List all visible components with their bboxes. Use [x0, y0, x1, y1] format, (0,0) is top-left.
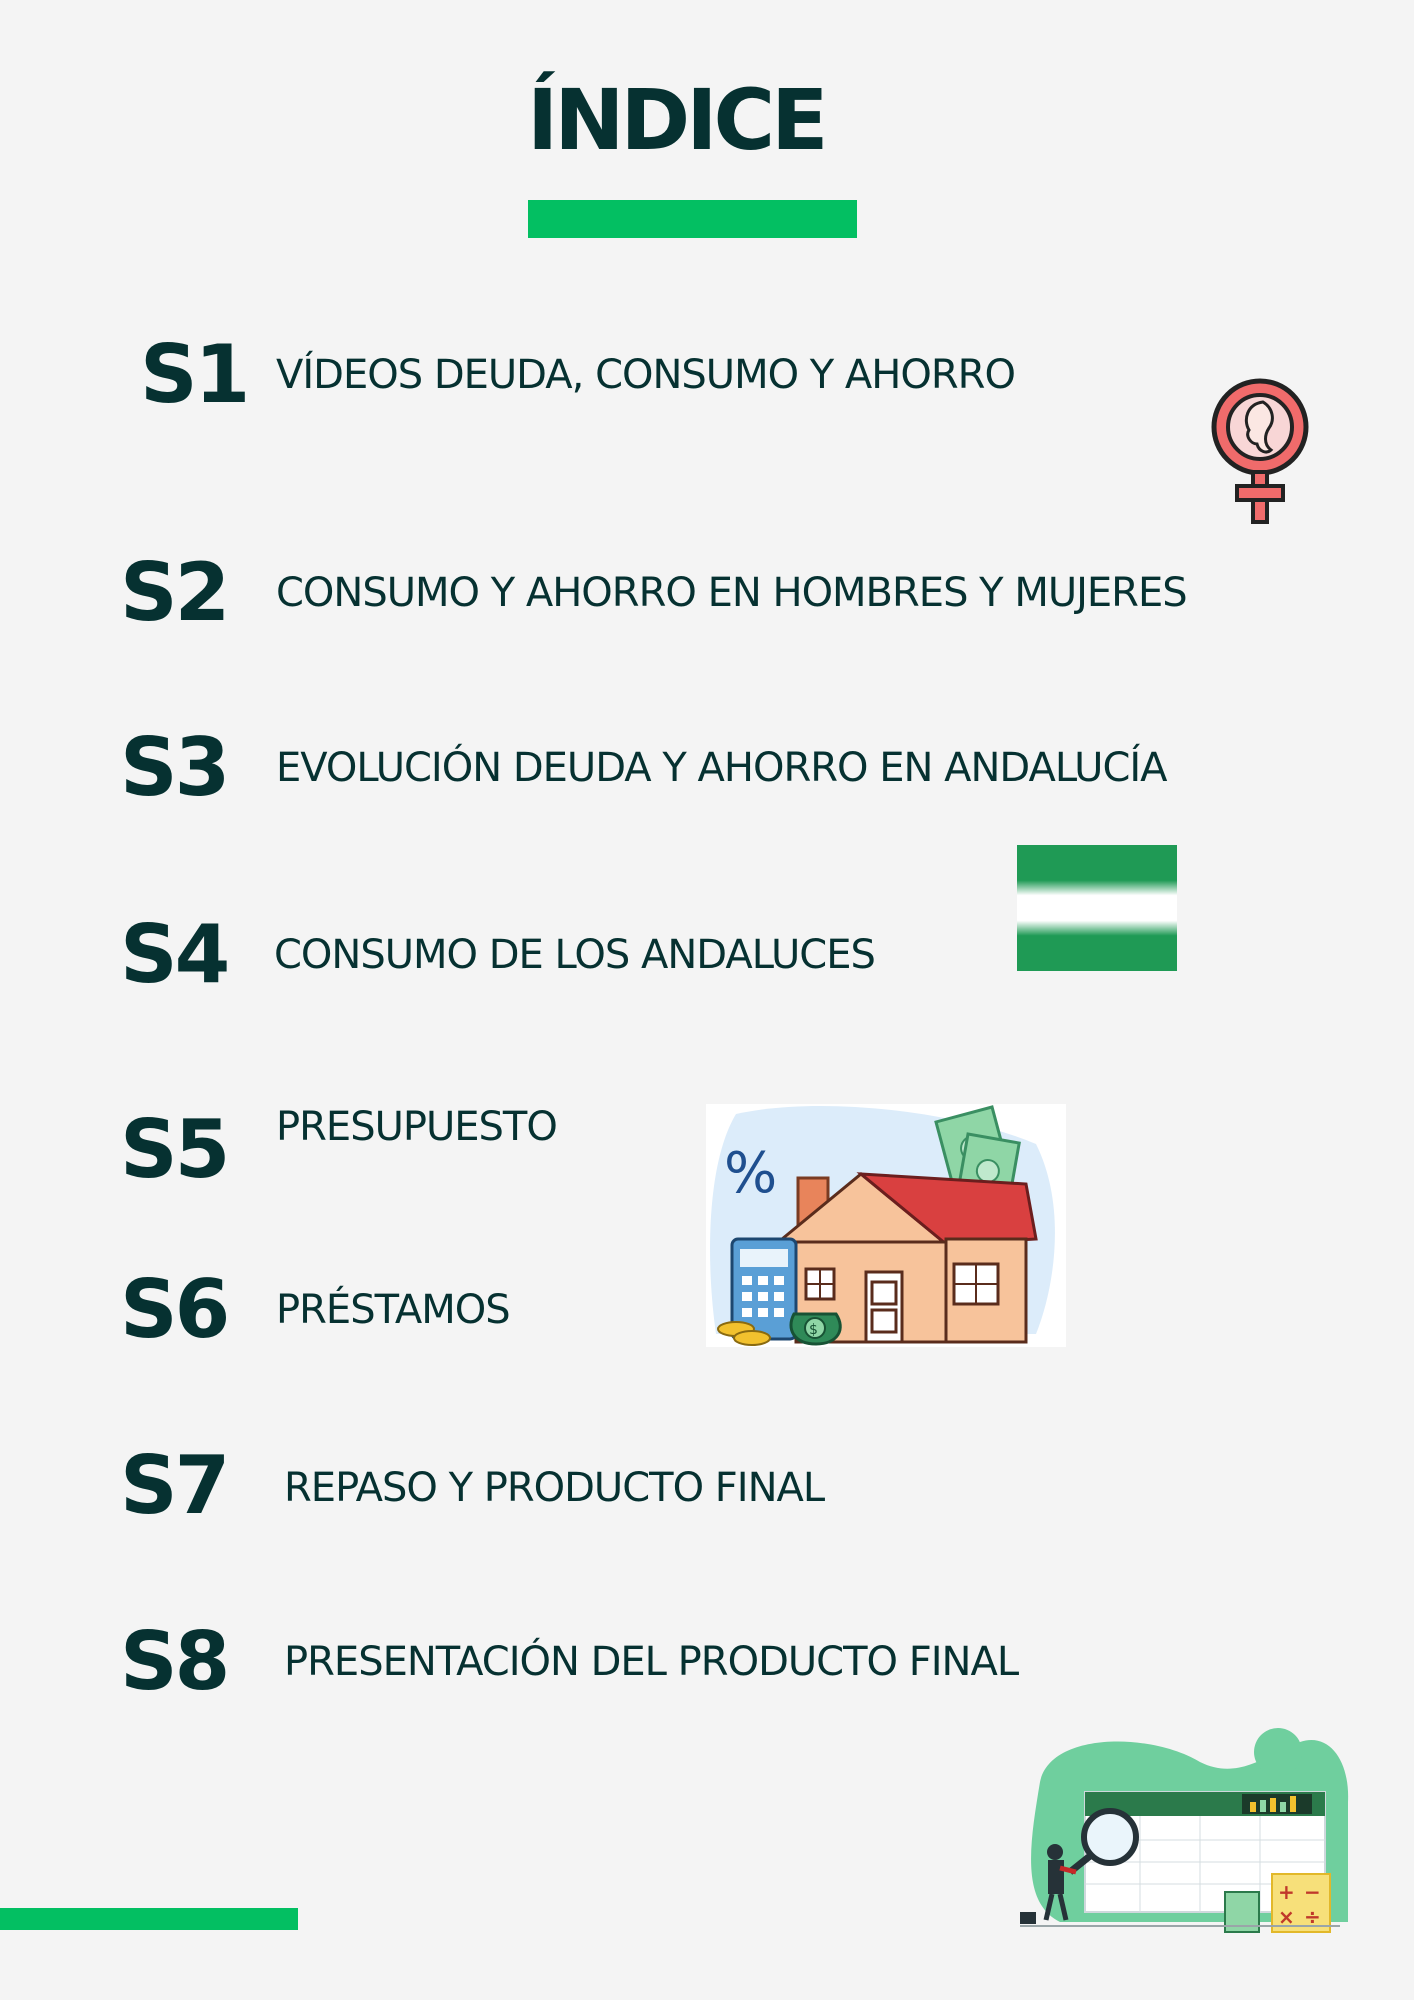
female-symbol-icon	[1211, 378, 1309, 524]
index-item-s6[interactable]: S6 PRÉSTAMOS	[0, 1260, 1414, 1360]
house-finance-icon: % $	[706, 1104, 1066, 1347]
index-item-s2[interactable]: S2 CONSUMO Y AHORRO EN HOMBRES Y MUJERES	[0, 543, 1414, 643]
session-code: S8	[120, 1615, 230, 1708]
times-symbol: ×	[1278, 1905, 1295, 1929]
page-title: ÍNDICE	[527, 71, 829, 169]
session-label: VÍDEOS DEUDA, CONSUMO Y AHORRO	[276, 352, 1016, 398]
index-item-s4[interactable]: S4 CONSUMO DE LOS ANDALUCES	[0, 905, 1414, 1005]
session-label: PRESUPUESTO	[276, 1104, 558, 1150]
divide-symbol: ÷	[1304, 1905, 1321, 1929]
session-label: PRÉSTAMOS	[276, 1287, 511, 1333]
session-code: S7	[120, 1439, 230, 1532]
dollar-symbol: $	[809, 1322, 818, 1338]
session-label: EVOLUCIÓN DEUDA Y AHORRO EN ANDALUCÍA	[276, 745, 1168, 791]
title-underline	[528, 200, 857, 238]
session-code: S1	[140, 328, 250, 421]
session-code: S4	[120, 908, 230, 1001]
minus-symbol: −	[1304, 1880, 1321, 1904]
percent-symbol: %	[724, 1141, 777, 1206]
bottom-accent-bar	[0, 1908, 298, 1930]
session-label: CONSUMO DE LOS ANDALUCES	[274, 932, 876, 978]
index-item-s3[interactable]: S3 EVOLUCIÓN DEUDA Y AHORRO EN ANDALUCÍA	[0, 718, 1414, 818]
index-item-s5[interactable]: S5 PRESUPUESTO	[0, 1100, 1414, 1200]
session-label: PRESENTACIÓN DEL PRODUCTO FINAL	[284, 1639, 1019, 1685]
andalusia-flag-icon	[1017, 845, 1177, 971]
session-code: S2	[120, 546, 230, 639]
index-item-s7[interactable]: S7 REPASO Y PRODUCTO FINAL	[0, 1436, 1414, 1536]
index-item-s8[interactable]: S8 PRESENTACIÓN DEL PRODUCTO FINAL	[0, 1612, 1414, 1712]
index-item-s1[interactable]: S1 VÍDEOS DEUDA, CONSUMO Y AHORRO	[0, 325, 1414, 425]
session-label: REPASO Y PRODUCTO FINAL	[284, 1465, 825, 1511]
session-code: S3	[120, 721, 230, 814]
session-label: CONSUMO Y AHORRO EN HOMBRES Y MUJERES	[276, 570, 1188, 616]
session-code: S5	[120, 1103, 230, 1196]
spreadsheet-analysis-icon: + − × ÷	[1020, 1728, 1349, 1933]
plus-symbol: +	[1278, 1880, 1295, 1904]
session-code: S6	[120, 1263, 230, 1356]
